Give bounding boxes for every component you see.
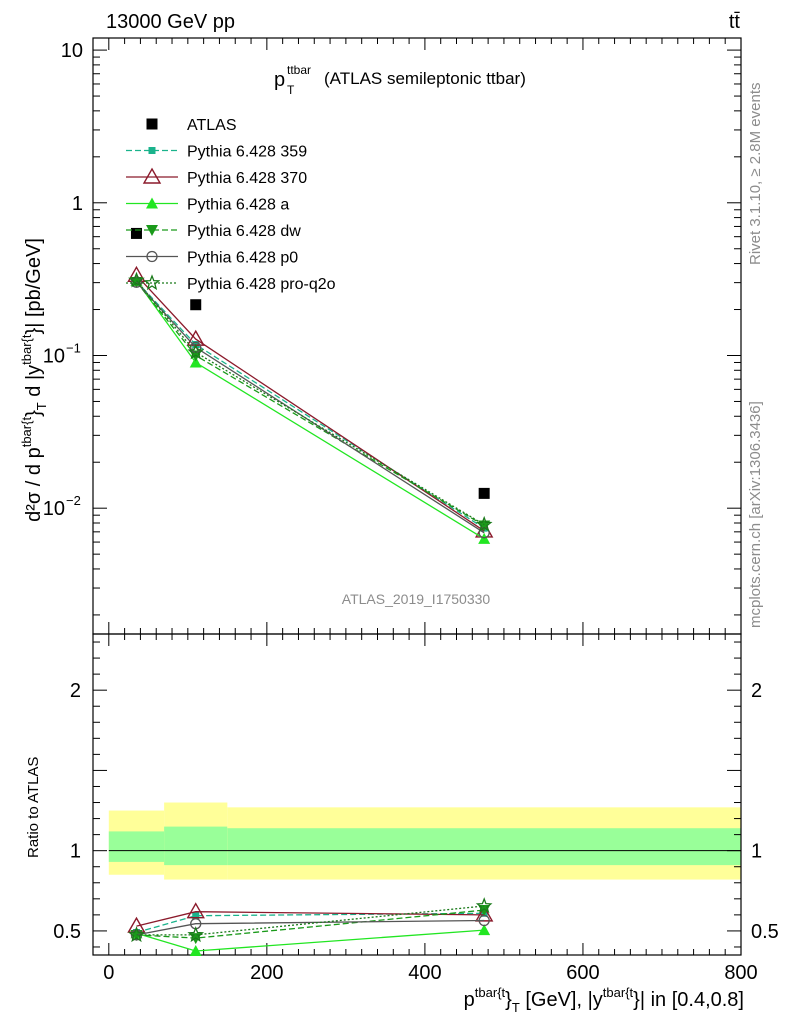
pa-marker	[189, 356, 202, 368]
y-tick-label: 1	[72, 193, 83, 215]
x-tick-label: 600	[566, 962, 599, 984]
label-text: d²σ / d p	[23, 447, 45, 522]
bottom-frame	[92, 633, 742, 956]
x-tick-label: 400	[408, 962, 441, 984]
title-sub: T	[287, 83, 295, 97]
pp0-marker	[146, 250, 158, 263]
pp0-marker	[130, 276, 143, 288]
ratio-tick-label-right: 0.5	[751, 921, 779, 943]
plot-title: p ttbar T (ATLAS semileptonic ttbar)	[274, 63, 526, 97]
legend-label: Pythia 6.428 359	[187, 144, 307, 161]
atlas-marker	[130, 227, 142, 239]
p370-ratio-line	[136, 911, 485, 927]
ratio-tick-label: 2	[70, 680, 81, 702]
p359-line	[136, 281, 485, 529]
x-tick-label: 200	[250, 962, 283, 984]
y-axis-label-text: d²σ / d ptbar{t​}T​ d |ytbar{t​}| [pb/Ge…	[19, 238, 49, 522]
pq2o-marker	[187, 343, 205, 360]
atlas-marker	[146, 118, 158, 130]
pdw-marker	[146, 225, 158, 236]
process-label: tt̄	[729, 11, 741, 33]
label-text: }| in [0.4,0.8]	[633, 989, 744, 1011]
band-inner	[227, 828, 742, 866]
legend: ATLAS Pythia 6.428 359 Pythia 6.428 370 Pyt…	[126, 117, 336, 293]
legend-label: ATLAS	[187, 117, 237, 134]
pq2o-line	[135, 280, 485, 526]
pq2o-marker	[128, 271, 145, 288]
energy-label: 13000 GeV pp	[106, 11, 235, 33]
atlas-marker	[190, 299, 202, 311]
pp0-line	[136, 281, 485, 534]
atlas-marker	[478, 487, 490, 499]
pp0-marker	[478, 914, 490, 927]
p359-marker	[148, 147, 156, 154]
label-text: }	[505, 989, 512, 1011]
y-axis-label: d²σ / d ptbar{t​}T​ d |ytbar{t​}| [pb/Ge…	[19, 238, 49, 522]
title-rest: (ATLAS semileptonic ttbar)	[324, 69, 526, 88]
legend-label: Pythia 6.428 pro-q2o	[187, 276, 336, 293]
x-tick-label: 0	[103, 962, 114, 984]
pa-marker	[478, 924, 491, 936]
pq2o-ratio-line	[136, 905, 485, 936]
p359-marker	[192, 912, 200, 920]
label-text: p	[464, 989, 475, 1011]
title-p: p	[274, 69, 285, 91]
analysis-watermark: ATLAS_2019_I1750330	[342, 591, 491, 607]
label-sup: tbar{t	[19, 417, 34, 448]
pp0-ratio-line	[136, 919, 485, 936]
band-inner	[164, 826, 228, 866]
label-sup: tbar{t	[603, 985, 634, 1000]
legend-label: Pythia 6.428 p0	[187, 250, 298, 267]
label-text: }	[23, 410, 45, 417]
plot-frames	[92, 37, 742, 956]
label-text: }| [pb/GeV]	[23, 238, 45, 334]
p370-line	[136, 274, 485, 532]
label-sub: T	[34, 402, 49, 410]
legend-label: Pythia 6.428 370	[187, 170, 307, 187]
x-axis-label: ptbar{t​}T​ [GeV], |ytbar{t​}| in [0.4,0…	[464, 985, 744, 1015]
y-tick-exponent: −2	[66, 493, 81, 508]
ratio-tick-label: 1	[70, 841, 81, 863]
ratio-tick-label: 0.5	[53, 921, 81, 943]
y-tick-exponent: −1	[66, 340, 81, 355]
top-series	[127, 227, 494, 544]
legend-label: Pythia 6.428 dw	[187, 223, 301, 240]
pq2o-marker	[187, 926, 205, 943]
pq2o-marker	[128, 926, 145, 943]
ratio-tick-label-right: 1	[751, 841, 762, 863]
pa-marker	[146, 197, 158, 209]
pq2o-marker	[475, 897, 493, 914]
label-sub: T	[512, 1000, 520, 1015]
mcplots-label: mcplots.cern.ch [arXiv:1306.3436]	[747, 401, 764, 628]
pq2o-marker	[475, 515, 493, 532]
legend-label: Pythia 6.428 a	[187, 197, 289, 214]
ratio-tick-label-right: 2	[751, 680, 762, 702]
label-sup: tbar{t	[475, 985, 506, 1000]
ratio-series	[127, 897, 494, 956]
title-sup: ttbar	[287, 63, 311, 77]
y-tick-label: 10	[43, 498, 65, 520]
y-tick-label: 10	[61, 40, 83, 62]
ratio-axis-label: Ratio to ATLAS	[25, 757, 42, 858]
ratio-bands	[108, 802, 742, 880]
pa-marker	[189, 944, 202, 956]
rivet-label: Rivet 3.1.10, ≥ 2.8M events	[747, 83, 764, 266]
band-inner	[108, 831, 165, 862]
pa-line	[135, 280, 485, 540]
p370-marker	[186, 902, 205, 919]
label-sup: tbar{t	[19, 334, 34, 365]
x-tick-label: 800	[724, 962, 757, 984]
label-text: [GeV], |y	[520, 989, 603, 1011]
pq2o-marker	[143, 274, 161, 291]
label-text: d |y	[23, 365, 45, 402]
y-tick-label: 10	[43, 345, 65, 367]
p370-marker	[142, 167, 162, 184]
pdw-line	[135, 281, 485, 527]
